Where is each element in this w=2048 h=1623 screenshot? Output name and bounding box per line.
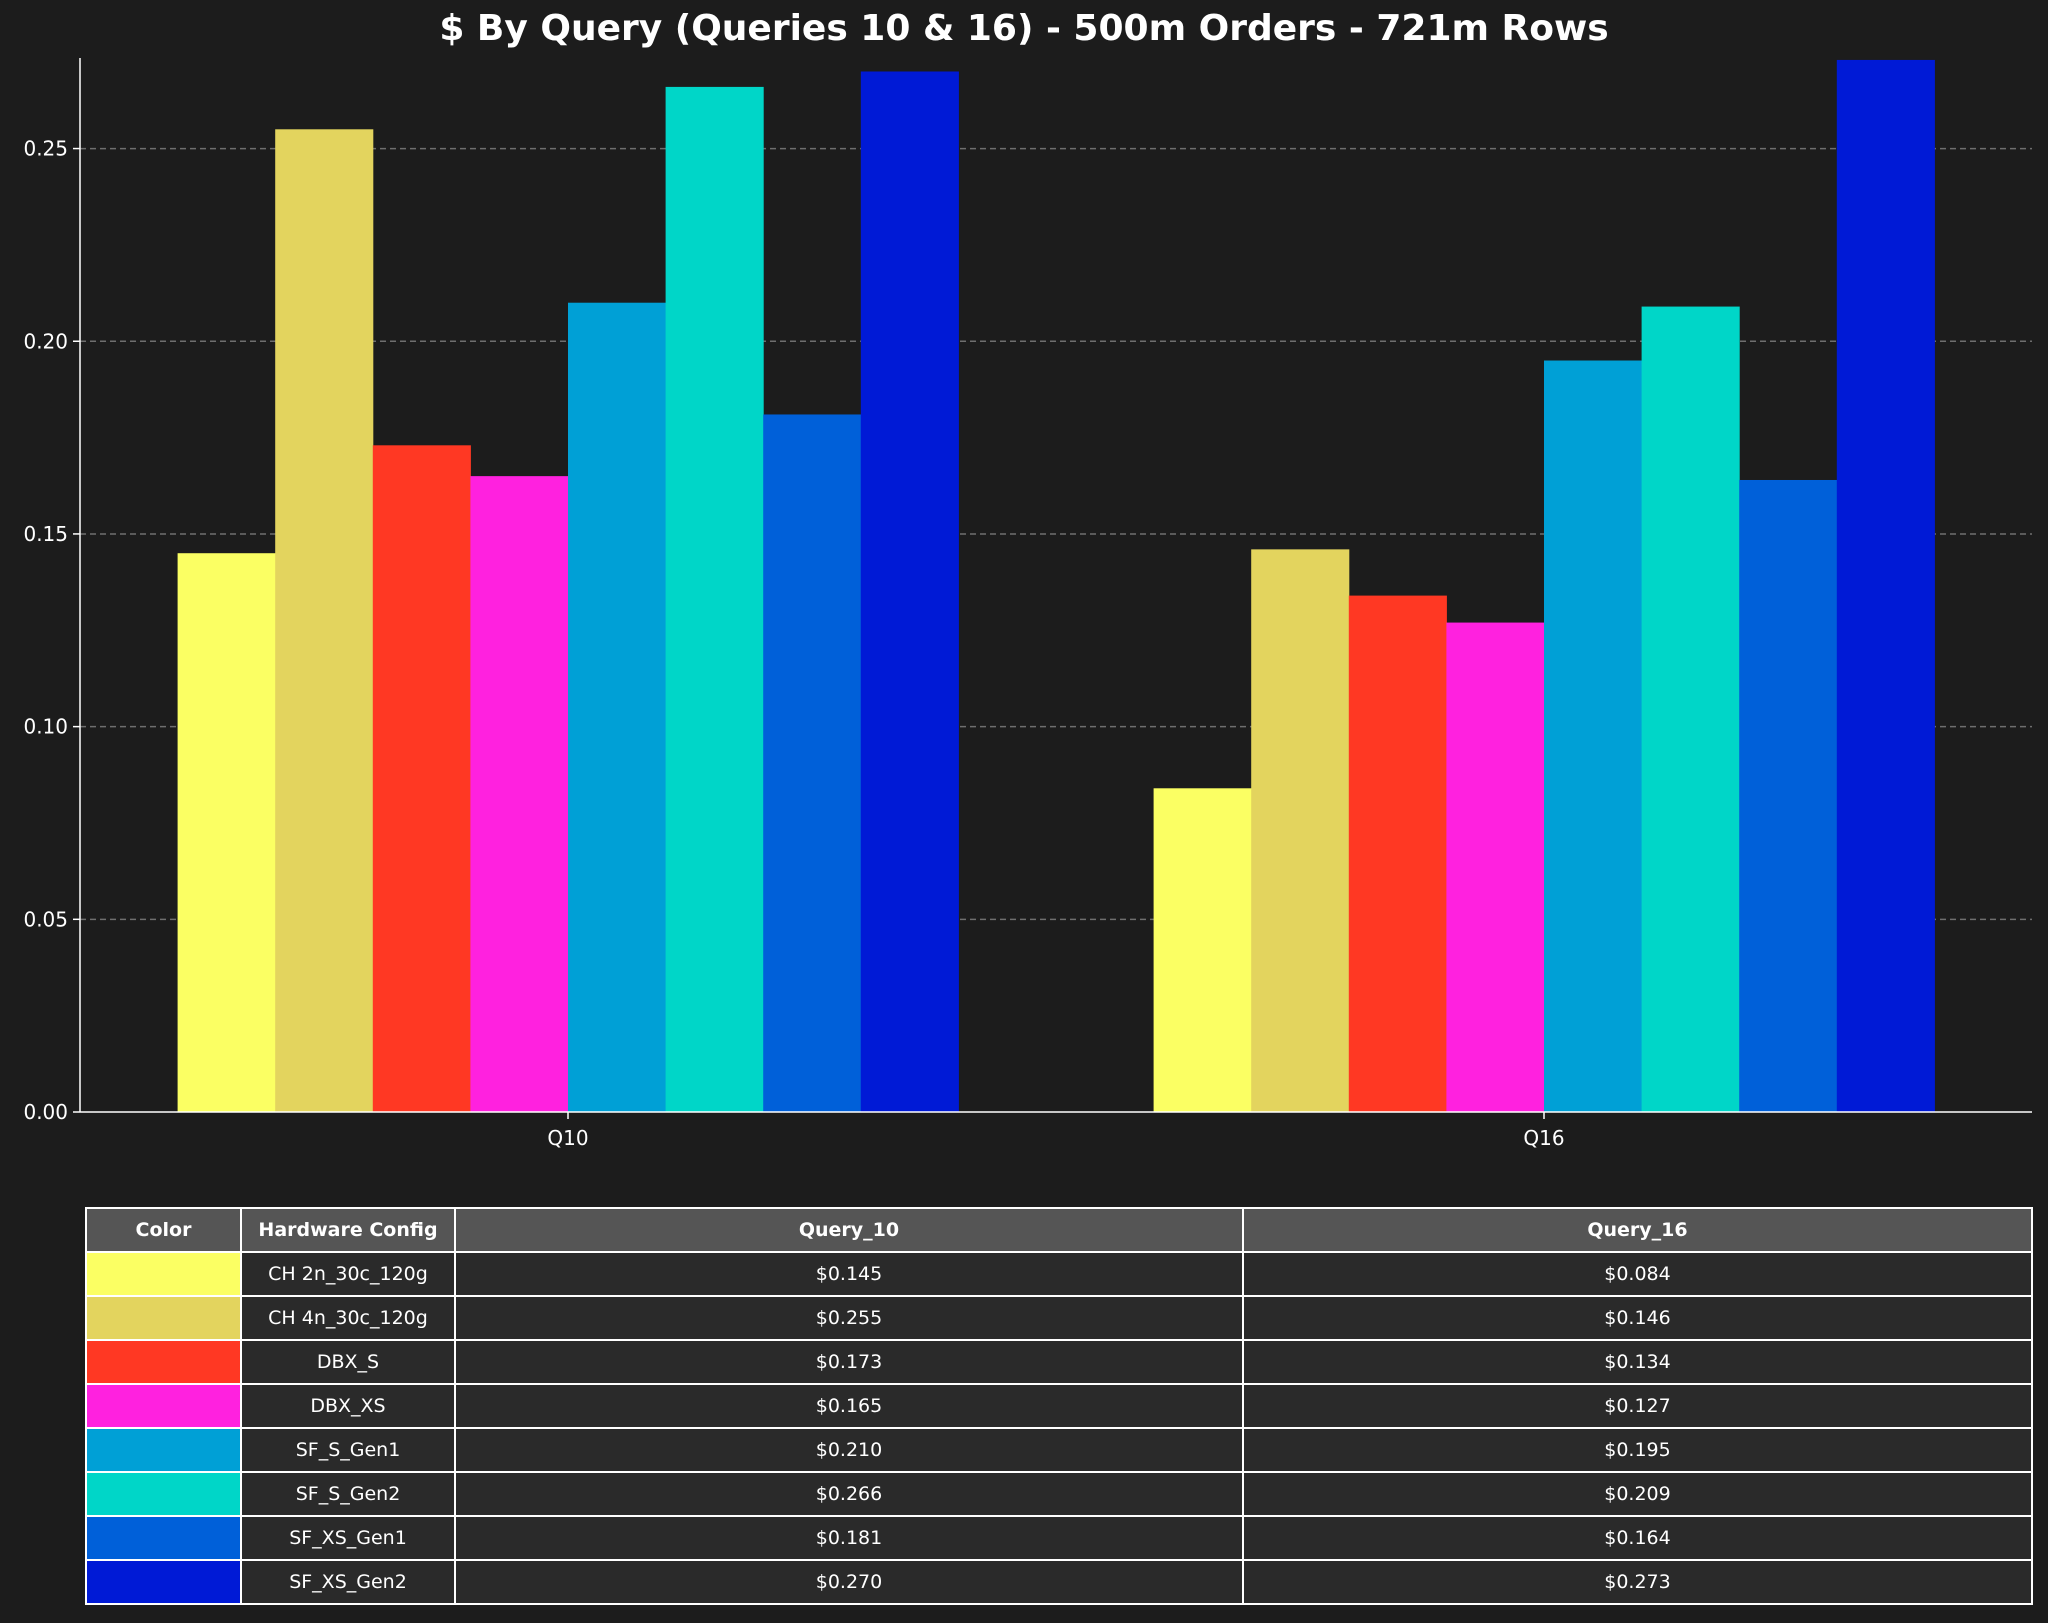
- bar: [372, 445, 471, 1112]
- config-cell: SF_XS_Gen1: [240, 1515, 456, 1561]
- bar: [1251, 549, 1350, 1112]
- bar: [275, 129, 374, 1113]
- table-row: CH 4n_30c_120g $0.255 $0.146: [85, 1295, 2033, 1341]
- table-row: SF_XS_Gen1 $0.181 $0.164: [85, 1515, 2033, 1561]
- q10-cell: $0.145: [454, 1251, 1244, 1297]
- bar: [665, 86, 764, 1113]
- y-tick-label: 0.20: [23, 329, 68, 353]
- q10-cell: $0.255: [454, 1295, 1244, 1341]
- q16-cell: $0.134: [1242, 1339, 2033, 1385]
- q16-cell: $0.164: [1242, 1515, 2033, 1561]
- bar: [568, 302, 667, 1112]
- bar: [1739, 479, 1838, 1113]
- config-cell: CH 4n_30c_120g: [240, 1295, 456, 1341]
- q16-cell: $0.209: [1242, 1471, 2033, 1517]
- config-cell: SF_S_Gen1: [240, 1427, 456, 1473]
- y-tick-label: 0.00: [23, 1100, 68, 1124]
- q10-cell: $0.181: [454, 1515, 1244, 1561]
- color-swatch: [85, 1515, 242, 1561]
- bar: [1641, 306, 1740, 1112]
- bar: [860, 71, 959, 1112]
- color-swatch: [85, 1471, 242, 1517]
- x-tick-label: Q16: [1523, 1126, 1564, 1150]
- table-row: SF_S_Gen2 $0.266 $0.209: [85, 1471, 2033, 1517]
- bar: [1544, 360, 1643, 1113]
- axes: [73, 58, 2032, 1119]
- table-header-row: Color Hardware Config Query_10 Query_16: [85, 1207, 2033, 1253]
- bar-chart: 0.00 0.05 0.10 0.15 0.20 0.25 Q10 Q16: [23, 58, 2032, 1150]
- y-tick-label: 0.25: [23, 137, 68, 161]
- tick-labels: 0.00 0.05 0.10 0.15 0.20 0.25 Q10 Q16: [23, 137, 1564, 1150]
- color-swatch: [85, 1251, 242, 1297]
- color-swatch: [85, 1295, 242, 1341]
- x-tick-label: Q10: [547, 1126, 588, 1150]
- bar: [1836, 59, 1935, 1112]
- color-swatch: [85, 1383, 242, 1429]
- q16-cell: $0.146: [1242, 1295, 2033, 1341]
- table-row: SF_XS_Gen2 $0.270 $0.273: [85, 1559, 2033, 1605]
- table-row: SF_S_Gen1 $0.210 $0.195: [85, 1427, 2033, 1473]
- config-cell: DBX_XS: [240, 1383, 456, 1429]
- legend-table: Color Hardware Config Query_10 Query_16 …: [85, 1207, 2033, 1605]
- config-cell: SF_XS_Gen2: [240, 1559, 456, 1605]
- q10-cell: $0.165: [454, 1383, 1244, 1429]
- table-row: DBX_XS $0.165 $0.127: [85, 1383, 2033, 1429]
- bar: [1348, 595, 1447, 1112]
- q10-cell: $0.266: [454, 1471, 1244, 1517]
- config-cell: DBX_S: [240, 1339, 456, 1385]
- bar: [1446, 622, 1545, 1112]
- y-tick-label: 0.10: [23, 715, 68, 739]
- y-tick-label: 0.15: [23, 522, 68, 546]
- color-swatch: [85, 1559, 242, 1605]
- header-hardware-config: Hardware Config: [240, 1207, 456, 1253]
- q16-cell: $0.127: [1242, 1383, 2033, 1429]
- chart-title: $ By Query (Queries 10 & 16) - 500m Orde…: [439, 8, 1609, 49]
- q16-cell: $0.273: [1242, 1559, 2033, 1605]
- header-color: Color: [85, 1207, 242, 1253]
- bar: [177, 553, 276, 1112]
- q16-cell: $0.084: [1242, 1251, 2033, 1297]
- q10-cell: $0.210: [454, 1427, 1244, 1473]
- y-tick-label: 0.05: [23, 907, 68, 931]
- header-query-16: Query_16: [1242, 1207, 2033, 1253]
- bar: [470, 476, 569, 1113]
- table-row: DBX_S $0.173 $0.134: [85, 1339, 2033, 1385]
- bar: [1153, 788, 1252, 1112]
- color-swatch: [85, 1339, 242, 1385]
- config-cell: SF_S_Gen2: [240, 1471, 456, 1517]
- table-row: CH 2n_30c_120g $0.145 $0.084: [85, 1251, 2033, 1297]
- bars: [177, 59, 1935, 1113]
- color-swatch: [85, 1427, 242, 1473]
- q10-cell: $0.270: [454, 1559, 1244, 1605]
- bar: [763, 414, 862, 1112]
- config-cell: CH 2n_30c_120g: [240, 1251, 456, 1297]
- q10-cell: $0.173: [454, 1339, 1244, 1385]
- header-query-10: Query_10: [454, 1207, 1244, 1253]
- q16-cell: $0.195: [1242, 1427, 2033, 1473]
